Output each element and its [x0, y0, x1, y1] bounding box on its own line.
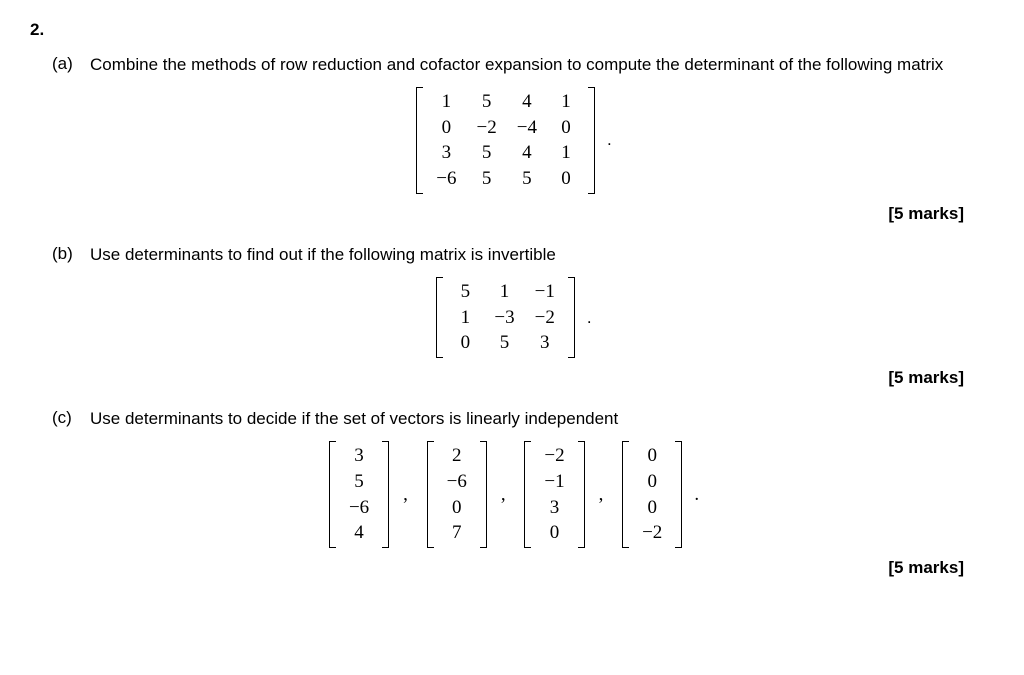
separator: ,: [403, 484, 408, 506]
separator: ,: [599, 484, 604, 506]
matrix-cell: 1: [547, 89, 585, 115]
vector-1: 3 5 −6 4: [329, 441, 389, 548]
matrix-cell: 5: [507, 166, 547, 192]
matrix-cell: 0: [547, 166, 585, 192]
matrix-cell: 5: [467, 166, 507, 192]
matrix-cell: −6: [339, 495, 379, 521]
matrix-cell: 5: [467, 89, 507, 115]
matrix-cell: −2: [467, 115, 507, 141]
matrix-cell: 5: [446, 279, 484, 305]
matrix-cell: 0: [632, 469, 672, 495]
matrix-cell: −3: [484, 305, 524, 331]
part-a-matrix-container: 1 5 4 1 0 −2 −4 0 3 5 4 1: [30, 87, 994, 194]
matrix-cell: −1: [525, 279, 565, 305]
matrix-cell: 3: [525, 330, 565, 356]
matrix-cell: 0: [534, 520, 574, 546]
part-a: (a) Combine the methods of row reduction…: [30, 54, 994, 224]
matrix-cell: 0: [426, 115, 466, 141]
matrix-cell: 5: [484, 330, 524, 356]
matrix-cell: 5: [467, 140, 507, 166]
matrix-cell: 0: [632, 443, 672, 469]
part-a-label: (a): [52, 54, 80, 74]
part-b-period: .: [587, 308, 592, 328]
matrix-cell: −2: [534, 443, 574, 469]
part-c: (c) Use determinants to decide if the se…: [30, 408, 994, 578]
matrix-cell: 2: [437, 443, 477, 469]
matrix-cell: 0: [446, 330, 484, 356]
separator: ,: [501, 484, 506, 506]
matrix-cell: 0: [437, 495, 477, 521]
matrix-cell: −4: [507, 115, 547, 141]
part-b-label: (b): [52, 244, 80, 264]
part-a-matrix: 1 5 4 1 0 −2 −4 0 3 5 4 1: [416, 87, 595, 194]
matrix-cell: 3: [426, 140, 466, 166]
vector-3: −2 −1 3 0: [524, 441, 584, 548]
matrix-cell: −1: [534, 469, 574, 495]
matrix-cell: 1: [484, 279, 524, 305]
matrix-cell: 3: [339, 443, 379, 469]
part-c-text: Use determinants to decide if the set of…: [90, 408, 994, 431]
matrix-cell: 1: [426, 89, 466, 115]
part-a-text: Combine the methods of row reduction and…: [90, 54, 994, 77]
part-c-period: .: [694, 484, 699, 506]
part-a-marks: [5 marks]: [30, 204, 964, 224]
part-a-period: .: [607, 130, 612, 150]
problem-number: 2.: [30, 20, 994, 40]
matrix-cell: 4: [339, 520, 379, 546]
matrix-cell: 0: [547, 115, 585, 141]
matrix-cell: 7: [437, 520, 477, 546]
vector-2: 2 −6 0 7: [427, 441, 487, 548]
matrix-cell: −2: [632, 520, 672, 546]
part-c-label: (c): [52, 408, 80, 428]
matrix-cell: 1: [547, 140, 585, 166]
matrix-cell: −6: [426, 166, 466, 192]
matrix-cell: 5: [339, 469, 379, 495]
part-b-matrix-container: 5 1 −1 1 −3 −2 0 5 3 .: [30, 277, 994, 358]
matrix-cell: −6: [437, 469, 477, 495]
matrix-cell: 4: [507, 140, 547, 166]
part-b-matrix: 5 1 −1 1 −3 −2 0 5 3: [436, 277, 574, 358]
vector-4: 0 0 0 −2: [622, 441, 682, 548]
part-b-marks: [5 marks]: [30, 368, 964, 388]
part-b: (b) Use determinants to find out if the …: [30, 244, 994, 388]
matrix-cell: 3: [534, 495, 574, 521]
part-c-marks: [5 marks]: [30, 558, 964, 578]
matrix-cell: 1: [446, 305, 484, 331]
part-c-vectors: 3 5 −6 4 , 2 −6 0 7 , −2 −1 3 0 , 0: [30, 441, 994, 548]
part-b-text: Use determinants to find out if the foll…: [90, 244, 994, 267]
matrix-cell: −2: [525, 305, 565, 331]
matrix-cell: 4: [507, 89, 547, 115]
matrix-cell: 0: [632, 495, 672, 521]
